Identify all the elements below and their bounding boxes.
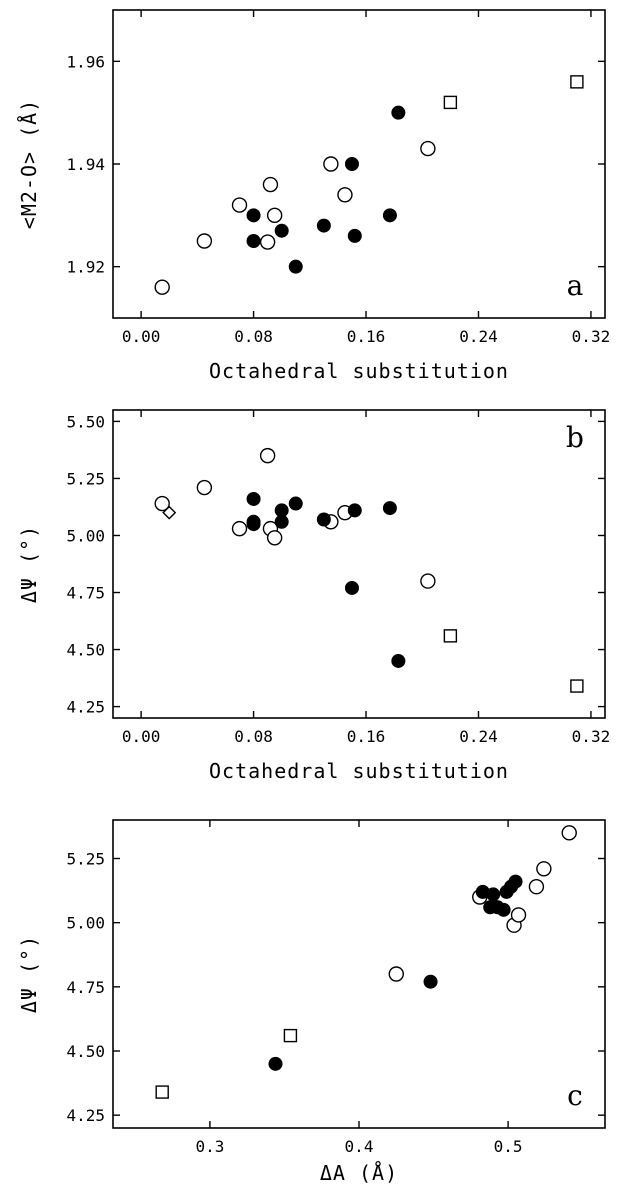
panel-b-x-tick-label: 0.00: [122, 727, 161, 746]
panel-a-y-tick-label: 1.92: [66, 258, 105, 277]
panel-b-point-open-diamond: [162, 505, 177, 520]
panel-b-y-tick-label: 5.50: [66, 412, 105, 431]
panel-a-point-open-square: [443, 95, 458, 110]
panel-c-point-open-square: [155, 1085, 169, 1099]
panel-b-point-filled-circle: [274, 514, 289, 529]
panel-a-point-open-circle: [266, 207, 283, 224]
panel-a-y-tick-label: 1.96: [66, 52, 105, 71]
panel-a-x-tick-label: 0.08: [234, 327, 273, 346]
panel-a-point-filled-circle: [347, 228, 362, 243]
panel-a-point-filled-circle: [316, 218, 331, 233]
panel-a-point-open-circle: [196, 233, 213, 249]
panel-a-point-filled-circle: [382, 208, 397, 223]
panel-c: 0.3 0.4 0.5 4.25 4.50 4.75 5.00 5.25 ΔA (Å) ΔΨ (°…: [17, 819, 606, 1185]
panel-b-frame: [112, 409, 606, 719]
panel-a-point-open-square: [570, 75, 584, 89]
panel-c-point-open-square: [283, 1028, 298, 1043]
panel-a-point-open-circle: [259, 234, 276, 250]
panel-b-point-open-circle: [420, 573, 436, 589]
panel-c-point-filled-circle: [508, 874, 523, 889]
panel-a-x-axis-title: Octahedral substitution: [209, 359, 509, 383]
panel-a-x-tick-label: 0.24: [459, 327, 498, 346]
panel-b-x-tick-label: 0.08: [234, 727, 273, 746]
panel-b-y-tick-label: 5.25: [66, 469, 105, 488]
panel-a-point-filled-circle: [246, 208, 261, 223]
panel-c-point-filled-circle: [496, 902, 511, 917]
panel-a-letter: a: [567, 269, 584, 302]
panel-c-y-tick-label: 5.00: [66, 914, 105, 933]
panel-c-y-tick-label: 4.50: [66, 1042, 105, 1061]
panel-c-x-tick-label: 0.5: [494, 1137, 523, 1156]
panel-a-point-filled-circle: [288, 259, 303, 274]
panel-c-point-open-circle: [536, 861, 552, 877]
panel-b-point-open-square: [443, 629, 458, 643]
panel-b-point-filled-circle: [347, 503, 362, 518]
panel-b-point-open-square: [570, 679, 584, 693]
panel-c-point-open-circle: [510, 907, 527, 923]
panel-b-point-filled-circle: [382, 501, 397, 516]
panel-a-point-filled-circle: [391, 105, 406, 120]
panel-a-point-filled-circle: [246, 234, 261, 248]
panel-c-point-filled-circle: [268, 1056, 283, 1071]
panel-b-point-open-circle: [266, 530, 283, 546]
panel-b: 0.00 0.08 0.16 0.24 0.32 4.25 4.50 4.75 5.00 5.25…: [17, 409, 611, 783]
panel-a-y-tick-label: 1.94: [66, 155, 105, 174]
panel-b-point-filled-circle: [344, 580, 359, 595]
panel-c-y-axis-title: ΔΨ (°): [17, 935, 41, 1013]
panel-b-point-filled-circle: [288, 496, 303, 511]
panel-a-point-open-circle: [337, 187, 353, 203]
panel-b-letter: b: [566, 421, 584, 454]
panel-c-point-open-circle: [528, 879, 545, 895]
panel-b-x-tick-label: 0.16: [347, 727, 386, 746]
panel-c-y-tick-label: 4.25: [66, 1106, 105, 1125]
panel-b-point-open-circle: [154, 495, 170, 512]
panel-c-y-tick-label: 5.25: [66, 850, 105, 869]
panel-a-frame: [112, 9, 606, 319]
panel-a-y-axis-title: <M2-O> (Å): [17, 99, 41, 229]
panel-a-point-open-circle: [420, 140, 436, 157]
panel-b-y-tick-label: 4.50: [66, 641, 105, 660]
panel-c-y-tick-label: 4.75: [66, 978, 105, 997]
panel-a-point-open-circle: [231, 197, 248, 213]
panel-b-x-tick-label: 0.32: [572, 727, 611, 746]
panel-b-point-filled-circle: [316, 512, 331, 527]
panel-b-point-filled-circle: [246, 517, 261, 532]
panel-b-point-filled-circle: [391, 653, 406, 668]
panel-a-point-filled-circle: [274, 223, 289, 238]
panel-c-frame: [112, 819, 606, 1129]
panel-a-x-tick-label: 0.00: [122, 327, 161, 346]
panel-c-x-tick-label: 0.4: [345, 1137, 374, 1156]
panel-c-x-axis-title: ΔA (Å): [320, 1161, 398, 1185]
panel-c-point-open-circle: [561, 825, 577, 841]
panel-b-x-tick-label: 0.24: [459, 727, 498, 746]
panel-b-x-axis-title: Octahedral substitution: [209, 759, 509, 783]
panel-a-x-tick-label: 0.16: [347, 327, 386, 346]
panel-b-y-axis-title: ΔΨ (°): [17, 525, 41, 603]
panel-b-point-filled-circle: [246, 491, 261, 506]
panel-b-point-open-circle: [259, 447, 276, 464]
panel-a-point-open-circle: [154, 279, 170, 295]
panel-c-point-filled-circle: [486, 887, 501, 902]
panel-c-point-open-circle: [388, 966, 404, 982]
panel-a: 0.00 0.08 0.16 0.24 0.32 1.92 1.94 1.96 Octahedr…: [17, 9, 611, 383]
panel-c-letter: c: [567, 1079, 583, 1112]
panel-b-y-tick-label: 4.25: [66, 698, 105, 717]
panel-b-y-tick-label: 4.75: [66, 584, 105, 603]
panel-b-point-open-circle: [196, 479, 213, 496]
panel-a-point-open-circle: [323, 156, 339, 172]
panel-c-x-tick-label: 0.3: [195, 1137, 224, 1156]
panel-b-y-tick-label: 5.00: [66, 526, 105, 545]
panel-c-point-filled-circle: [423, 974, 438, 989]
panel-b-point-open-circle: [231, 520, 248, 537]
panel-a-point-filled-circle: [344, 157, 359, 171]
panel-a-x-tick-label: 0.32: [572, 327, 611, 346]
panel-a-point-open-circle: [262, 176, 279, 193]
